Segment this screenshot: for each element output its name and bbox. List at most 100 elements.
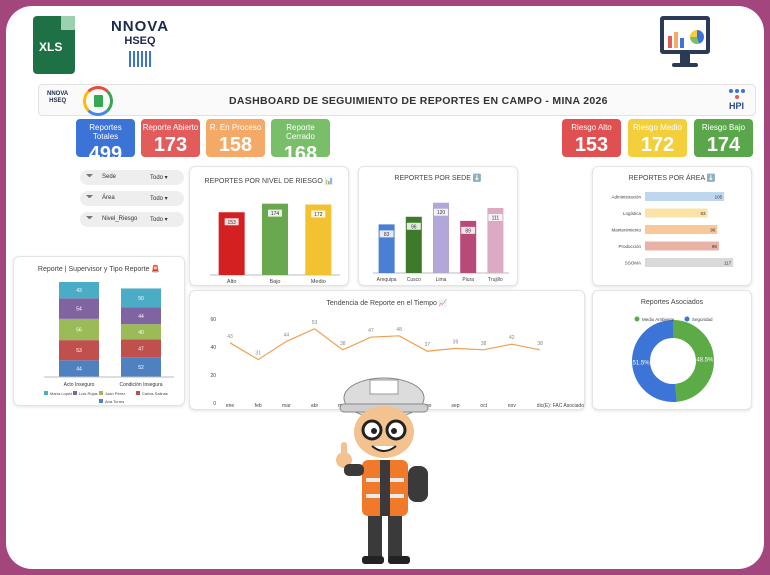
x-tick-label: Arequipa — [377, 277, 397, 283]
chart-asociados: 48.5% 51.5% Medio Ambiente Seguridad — [632, 316, 714, 402]
slicer-nivel-riesgo[interactable]: Nivel_Riesgo Todo ▾ — [80, 212, 184, 227]
legend-swatch — [99, 391, 103, 395]
dashboard-frame: XLS NNOVA HSEQ NNOVA HSEQ DASHBOARD DE SE… — [6, 6, 764, 569]
legend-label: Juan Pérez — [105, 391, 125, 396]
y-tick-label: 0 — [213, 401, 216, 407]
bar-segment — [121, 324, 161, 340]
bar-segment — [59, 298, 99, 319]
y-tick-label: Administración — [611, 195, 641, 200]
data-label: 31 — [255, 351, 261, 357]
y-tick-label: SSOMA — [625, 261, 641, 266]
data-label: 89 — [465, 228, 471, 234]
bar-segment — [59, 318, 99, 341]
x-tick-label: ene — [226, 403, 235, 409]
bar — [405, 216, 422, 273]
y-tick-label: Producción — [618, 244, 641, 249]
data-label: 83 — [384, 232, 390, 238]
data-label: 37 — [424, 342, 430, 348]
brand-logo: NNOVA HSEQ — [100, 18, 180, 78]
data-label-bg — [379, 230, 394, 238]
data-label: 50 — [138, 296, 144, 302]
kpi-reportes-totales: Reportes Totales 499 — [76, 119, 135, 165]
donut-slice — [632, 320, 677, 402]
kpi-riesgo-bajo: Riesgo Bajo 174 — [694, 119, 753, 157]
bar — [433, 202, 449, 273]
data-label: 44 — [76, 367, 82, 373]
x-tick-label: Piura — [462, 277, 474, 283]
x-tick-label: Alto — [227, 279, 236, 285]
data-label: 96 — [411, 224, 417, 230]
y-tick-label: 20 — [210, 373, 216, 379]
data-label: 98 — [712, 244, 718, 249]
data-label: 39 — [453, 339, 459, 345]
data-label-bg — [268, 209, 282, 217]
legend-label: María Lopez — [50, 391, 72, 396]
data-label-bg — [311, 210, 326, 218]
y-tick-label: 40 — [210, 345, 216, 351]
legend-label: Luis Rojas — [79, 391, 98, 396]
data-label: 111 — [492, 215, 500, 221]
legend-swatch — [634, 316, 640, 322]
computer-chart-icon — [660, 16, 710, 74]
data-label: 44 — [284, 332, 290, 338]
chart-sede: 83 Arequipa 96 Cusco 120 Lima 89 Piura 111 Trujil… — [373, 202, 509, 283]
data-label-bg — [224, 218, 239, 226]
data-label: 38 — [481, 341, 487, 347]
data-label: 38 — [537, 341, 543, 347]
bar-segment — [121, 288, 161, 308]
data-label: 40 — [138, 330, 144, 336]
filter-icon — [86, 195, 93, 201]
kpi-en-proceso: R. En Proceso 158 — [206, 119, 265, 157]
small-brand-logo: NNOVA HSEQ — [47, 91, 69, 104]
bar — [487, 207, 504, 273]
bar — [645, 258, 734, 267]
data-label: 117 — [724, 261, 732, 266]
bar-segment — [59, 340, 99, 361]
slice-label: 48.5% — [696, 357, 714, 363]
bar — [645, 225, 718, 234]
safety-engineer-mascot — [336, 377, 429, 564]
bar — [645, 192, 725, 201]
data-label: 38 — [340, 341, 346, 347]
kpi-riesgo-alto: Riesgo Alto 153 — [562, 119, 621, 157]
bar — [645, 208, 708, 218]
y-tick-label: Mantenimiento — [611, 228, 641, 233]
data-label: 153 — [227, 220, 236, 226]
axis-annotation: (E): FAC Asociado — [543, 403, 584, 409]
x-tick-label: Lima — [436, 277, 447, 283]
data-label-bg — [461, 226, 476, 234]
data-label: 42 — [509, 335, 515, 341]
legend-swatch — [44, 391, 48, 395]
chart-nivel-riesgo: 153 Alto 174 Bajo 172 Medio — [210, 203, 340, 285]
x-tick-label: nov — [508, 403, 517, 409]
data-label: 105 — [715, 195, 723, 200]
x-tick-label: Condición Insegura — [119, 382, 162, 388]
card-area: REPORTES POR ÁREA ⬇️ 105 Administración 83… — [592, 166, 752, 286]
data-label: 53 — [312, 320, 318, 326]
data-label: 54 — [76, 307, 82, 313]
x-tick-label: Bajo — [269, 279, 280, 285]
data-label: 172 — [314, 212, 323, 218]
bar-segment — [121, 357, 161, 377]
legend-swatch — [684, 316, 690, 322]
page-title: DASHBOARD DE SEGUIMIENTO DE REPORTES EN … — [229, 95, 608, 107]
bar — [645, 241, 719, 251]
legend-label: Medio Ambiente — [642, 317, 675, 322]
slice-label: 51.5% — [633, 361, 651, 367]
slicer-sede[interactable]: Sede Todo ▾ — [80, 170, 184, 185]
bar — [460, 220, 477, 273]
x-tick-label: mar — [282, 403, 291, 409]
chart-area: 105 Administración 83 Logística 96 Mantenimie… — [611, 192, 734, 267]
y-tick-label: 60 — [210, 317, 216, 323]
data-label: 47 — [138, 346, 144, 352]
slicer-area[interactable]: Área Todo ▾ — [80, 191, 184, 206]
series-line — [229, 328, 541, 361]
kpi-reporte-cerrado: Reporte Cerrado 168 — [271, 119, 330, 165]
bar-segment — [121, 339, 161, 358]
x-tick-label: sep — [451, 403, 459, 409]
legend-label: Carlos Salinas — [142, 391, 168, 396]
data-label: 44 — [138, 314, 144, 320]
bar-segment — [59, 282, 99, 299]
excel-icon: XLS — [33, 16, 75, 74]
data-label-bg — [488, 213, 503, 221]
